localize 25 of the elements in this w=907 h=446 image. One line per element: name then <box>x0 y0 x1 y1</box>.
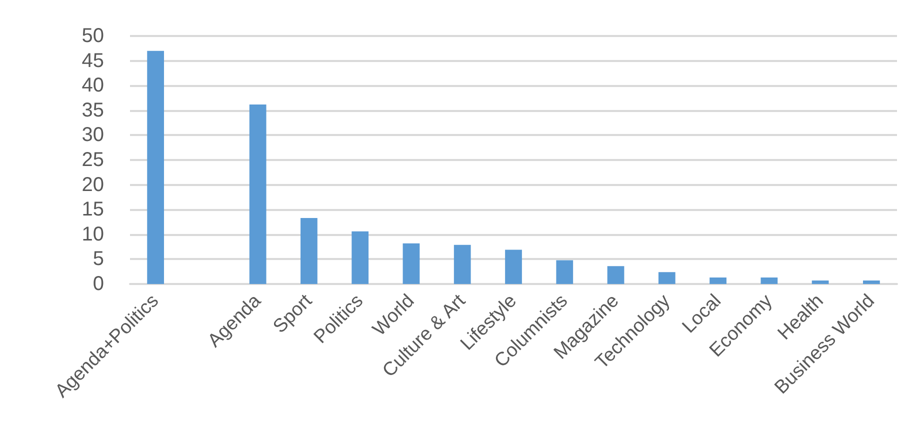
bar <box>300 218 318 284</box>
bar <box>249 104 266 284</box>
y-tick-label: 45 <box>82 50 104 72</box>
y-tick-label: 20 <box>82 174 104 196</box>
bar <box>862 280 880 284</box>
bar <box>760 278 778 284</box>
y-tick-label: 30 <box>82 124 104 146</box>
y-tick-label: 0 <box>92 273 104 295</box>
bar <box>352 231 369 284</box>
bar <box>402 243 420 284</box>
y-tick-label: 35 <box>82 99 104 122</box>
y-tick-label: 10 <box>82 223 104 246</box>
bar <box>710 278 726 284</box>
y-tick-label: 50 <box>82 25 104 47</box>
bar <box>658 272 676 284</box>
bar <box>147 50 164 284</box>
bar <box>505 250 522 284</box>
y-tick-label: 15 <box>82 198 104 221</box>
y-tick-label: 5 <box>92 248 104 270</box>
y-tick-label: 25 <box>82 149 104 171</box>
bar <box>454 244 471 284</box>
bar <box>812 280 829 284</box>
bar <box>607 266 624 284</box>
y-tick-label: 40 <box>82 74 104 97</box>
bar <box>556 260 574 284</box>
